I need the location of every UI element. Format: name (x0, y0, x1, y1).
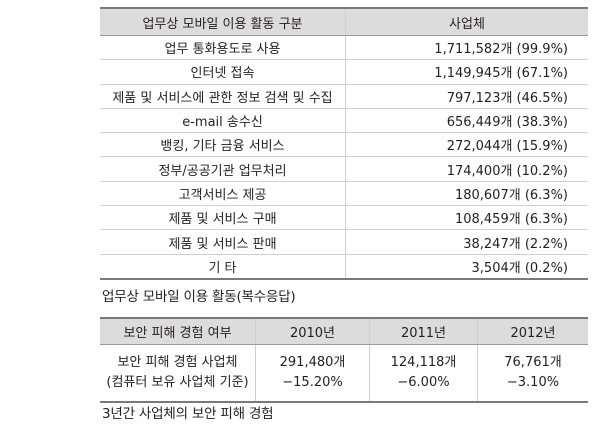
table-row: 제품 및 서비스에 관한 정보 검색 및 수집 797,123개 (46.5%) (100, 84, 588, 109)
table-row: 제품 및 서비스 구매 108,459개 (6.3%) (100, 205, 588, 231)
cell-2010: 291,480개 −15.20% (255, 344, 370, 403)
business-count-cell: 1,149,945개 (67.1%) (345, 59, 588, 85)
business-count-cell: 656,449개 (38.3%) (345, 108, 588, 134)
count-2012: 76,761개 (504, 355, 562, 370)
damage-row-label: 보안 피해 경험 사업체 (컴퓨터 보유 사업체 기준) (100, 344, 256, 403)
cell-2011: 124,118개 −6.00% (369, 344, 478, 403)
count-2010: 291,480개 (279, 355, 346, 370)
activity-cell: 인터넷 접속 (100, 59, 346, 85)
business-count-cell: 1,711,582개 (99.9%) (345, 35, 588, 61)
header-activity: 업무상 모바일 이용 활동 구분 (100, 7, 346, 36)
usage-table-caption: 업무상 모바일 이용 활동(복수응답) (102, 289, 296, 305)
business-count-cell: 174,400개 (10.2%) (345, 156, 588, 182)
damage-table-caption: 3년간 사업체의 보안 피해 경험 (102, 406, 274, 422)
header-2012: 2012년 (477, 317, 588, 345)
activity-cell: 뱅킹, 기타 금융 서비스 (100, 132, 346, 158)
header-2011: 2011년 (369, 317, 478, 345)
label-line2: (컴퓨터 보유 사업체 기준) (106, 375, 249, 390)
header-businesses: 사업체 (345, 7, 588, 36)
activity-cell: 고객서비스 제공 (100, 181, 346, 207)
table-row: 보안 피해 경험 사업체 (컴퓨터 보유 사업체 기준) 291,480개 −1… (100, 344, 588, 403)
change-2010: −15.20% (282, 375, 343, 390)
header-2010: 2010년 (255, 317, 370, 345)
table-header-row: 보안 피해 경험 여부 2010년 2011년 2012년 (100, 317, 588, 345)
mobile-usage-table: 업무상 모바일 이용 활동 구분 사업체 업무 통화용도로 사용 1,711,58… (100, 7, 588, 280)
change-2011: −6.00% (397, 375, 450, 390)
table-row: 고객서비스 제공 180,607개 (6.3%) (100, 181, 588, 207)
table-row: 뱅킹, 기타 금융 서비스 272,044개 (15.9%) (100, 132, 588, 158)
table-row: 인터넷 접속 1,149,945개 (67.1%) (100, 59, 588, 85)
security-damage-table: 보안 피해 경험 여부 2010년 2011년 2012년 보안 피해 경험 사… (100, 317, 588, 403)
activity-cell: 제품 및 서비스 판매 (100, 229, 346, 255)
activity-cell: 정부/공공기관 업무처리 (100, 156, 346, 182)
activity-cell: 기 타 (100, 254, 346, 280)
table-row: 업무 통화용도로 사용 1,711,582개 (99.9%) (100, 35, 588, 61)
activity-cell: 제품 및 서비스 구매 (100, 205, 346, 231)
table-row: 기 타 3,504개 (0.2%) (100, 254, 588, 280)
business-count-cell: 797,123개 (46.5%) (345, 84, 588, 109)
label-line1: 보안 피해 경험 사업체 (117, 355, 238, 370)
business-count-cell: 180,607개 (6.3%) (345, 181, 588, 207)
header-damage: 보안 피해 경험 여부 (100, 317, 256, 345)
table-row: 정부/공공기관 업무처리 174,400개 (10.2%) (100, 156, 588, 182)
business-count-cell: 108,459개 (6.3%) (345, 205, 588, 231)
activity-cell: 업무 통화용도로 사용 (100, 35, 346, 61)
count-2011: 124,118개 (390, 355, 457, 370)
table-row: e-mail 송수신 656,449개 (38.3%) (100, 108, 588, 134)
business-count-cell: 272,044개 (15.9%) (345, 132, 588, 158)
business-count-cell: 38,247개 (2.2%) (345, 229, 588, 255)
business-count-cell: 3,504개 (0.2%) (345, 254, 588, 280)
activity-cell: 제품 및 서비스에 관한 정보 검색 및 수집 (100, 84, 346, 109)
table-row: 제품 및 서비스 판매 38,247개 (2.2%) (100, 229, 588, 255)
table-header-row: 업무상 모바일 이용 활동 구분 사업체 (100, 7, 588, 36)
cell-2012: 76,761개 −3.10% (477, 344, 588, 403)
activity-cell: e-mail 송수신 (100, 108, 346, 134)
change-2012: −3.10% (506, 375, 560, 390)
